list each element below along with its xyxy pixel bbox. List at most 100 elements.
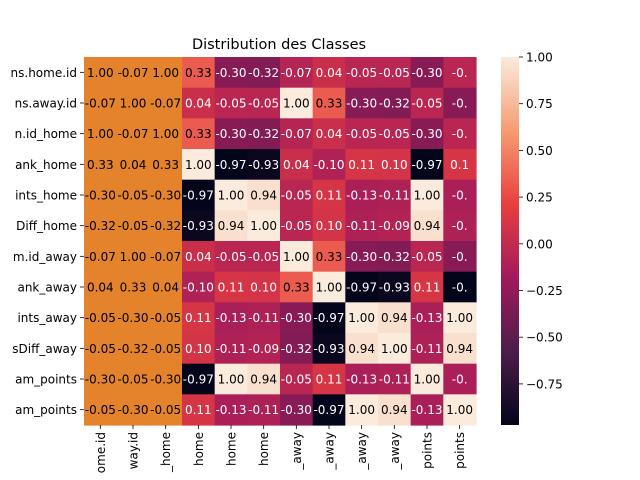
heatmap-cell-label: -0.13 xyxy=(411,311,442,325)
heatmap-cell xyxy=(378,302,412,334)
heatmap-cell xyxy=(116,302,150,334)
heatmap-cell-label: -0.32 xyxy=(248,66,279,80)
heatmap-cell-label: -0.07 xyxy=(150,250,181,264)
heatmap-cell-label: 0.10 xyxy=(250,281,277,295)
heatmap-cell xyxy=(182,241,216,273)
heatmap-cell xyxy=(443,241,477,273)
heatmap-cell xyxy=(443,179,477,211)
heatmap-cell xyxy=(182,363,216,395)
heatmap-cell xyxy=(378,394,412,426)
heatmap-cell-label: 1.00 xyxy=(283,250,310,264)
heatmap-cell-label: 1.00 xyxy=(218,373,245,387)
heatmap-cell xyxy=(84,179,118,211)
heatmap-cell-label: 0.11 xyxy=(185,311,212,325)
heatmap-cell xyxy=(214,333,248,365)
heatmap-cell-label: 1.00 xyxy=(316,281,343,295)
heatmap-cell-label: -0.05 xyxy=(117,219,148,233)
heatmap-cell-label: -0.05 xyxy=(281,219,312,233)
heatmap-cell xyxy=(312,271,346,303)
x-tick-label: points xyxy=(421,432,435,469)
heatmap-cell xyxy=(247,333,281,365)
heatmap-cell xyxy=(247,241,281,273)
heatmap-cell-label: 1.00 xyxy=(446,311,473,325)
heatmap-cell xyxy=(116,394,150,426)
heatmap-cell xyxy=(443,57,477,89)
heatmap-cell-label: -0.05 xyxy=(411,97,442,111)
heatmap-cell-label: 1.00 xyxy=(446,403,473,417)
heatmap-cell-label: 0.94 xyxy=(218,219,245,233)
heatmap-cell-label: -0.30 xyxy=(411,66,442,80)
heatmap-cell xyxy=(149,394,183,426)
heatmap-cell-label: 0.04 xyxy=(316,127,343,141)
heatmap-cell xyxy=(378,149,412,181)
heatmap-cell-label: 1.00 xyxy=(120,250,147,264)
heatmap-cell-label: 1.00 xyxy=(87,66,114,80)
heatmap-cell xyxy=(214,57,248,89)
heatmap-cell-label: -0.30 xyxy=(117,311,148,325)
x-tick-label: way.id xyxy=(127,432,141,469)
heatmap-cell-label: -0.11 xyxy=(215,342,246,356)
heatmap-cell xyxy=(247,302,281,334)
heatmap-cell-label: -0.05 xyxy=(346,127,377,141)
heatmap-cell-label: -0.97 xyxy=(346,281,377,295)
heatmap-cell xyxy=(84,241,118,273)
heatmap-cell xyxy=(443,363,477,395)
heatmap-cell xyxy=(247,363,281,395)
heatmap-cell xyxy=(443,87,477,119)
heatmap-cell-label: 0.11 xyxy=(414,281,441,295)
heatmap-cell-label: 0.04 xyxy=(87,281,114,295)
heatmap-cell xyxy=(214,302,248,334)
heatmap-cell-label: -0.07 xyxy=(85,97,116,111)
heatmap-cell xyxy=(345,210,379,242)
heatmap-cell xyxy=(443,333,477,365)
heatmap-cell-label: -0. xyxy=(452,189,468,203)
heatmap-cell xyxy=(345,271,379,303)
heatmap-cell xyxy=(247,210,281,242)
heatmap-cell xyxy=(410,394,444,426)
y-tick-label: ns.away.id xyxy=(15,97,77,111)
heatmap-cell xyxy=(312,363,346,395)
heatmap-cell-label: 0.94 xyxy=(250,189,277,203)
y-tick-label: Diff_home xyxy=(16,219,77,233)
x-tick-label: ome.id xyxy=(94,432,108,473)
heatmap-cell-label: -0.32 xyxy=(150,219,181,233)
heatmap-cell-label: 0.94 xyxy=(381,403,408,417)
heatmap-cell xyxy=(84,333,118,365)
x-tick-label: _away xyxy=(388,432,402,471)
heatmap-cell xyxy=(149,363,183,395)
heatmap-cell xyxy=(410,333,444,365)
heatmap-cell-label: 0.11 xyxy=(316,189,343,203)
heatmap-cell xyxy=(149,179,183,211)
heatmap-cell xyxy=(214,87,248,119)
heatmap-cell-label: 1.00 xyxy=(348,311,375,325)
heatmap-cell-label: -0.97 xyxy=(183,189,214,203)
heatmap-cell-label: -0.07 xyxy=(117,66,148,80)
heatmap-cell xyxy=(312,118,346,150)
y-tick-label: am_points xyxy=(15,403,77,417)
heatmap-cell xyxy=(280,210,314,242)
y-tick-label: ns.home.id xyxy=(11,66,77,80)
heatmap-cell xyxy=(345,241,379,273)
heatmap-cell xyxy=(378,210,412,242)
heatmap-cell-label: -0.30 xyxy=(117,403,148,417)
heatmap-cell-label: -0.97 xyxy=(411,158,442,172)
heatmap-cell-label: -0.93 xyxy=(313,342,344,356)
heatmap-cell-label: 0.94 xyxy=(414,219,441,233)
heatmap-cell-label: -0.30 xyxy=(150,373,181,387)
heatmap-cell-label: 0.33 xyxy=(283,281,310,295)
x-tick-label: points xyxy=(453,432,467,469)
heatmap-cell-label: -0.05 xyxy=(379,66,410,80)
heatmap-cell xyxy=(443,302,477,334)
heatmap-cell xyxy=(182,149,216,181)
heatmap-cell-label: 1.00 xyxy=(381,342,408,356)
heatmap-cell-label: -0.30 xyxy=(85,373,116,387)
heatmap-cell xyxy=(378,333,412,365)
heatmap-cell xyxy=(116,363,150,395)
heatmap-cell xyxy=(312,241,346,273)
heatmap-cell-label: -0.05 xyxy=(248,97,279,111)
heatmap-cell-label: 0.04 xyxy=(185,250,212,264)
heatmap-cell-label: -0.10 xyxy=(313,158,344,172)
heatmap-cell-label: -0.32 xyxy=(85,219,116,233)
heatmap-cell xyxy=(214,149,248,181)
